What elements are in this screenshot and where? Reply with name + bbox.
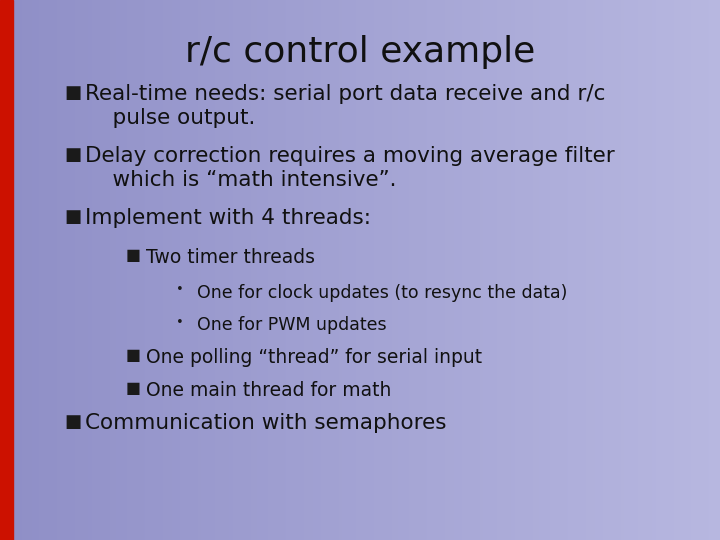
Text: Two timer threads: Two timer threads (146, 248, 315, 267)
Text: ■: ■ (126, 381, 141, 396)
Text: One for PWM updates: One for PWM updates (197, 316, 386, 334)
Text: ■: ■ (65, 208, 82, 226)
Text: ■: ■ (65, 413, 82, 431)
Text: Real-time needs: serial port data receive and r/c
    pulse output.: Real-time needs: serial port data receiv… (85, 84, 606, 127)
Text: •: • (176, 316, 184, 329)
Text: ■: ■ (126, 348, 141, 363)
Text: One for clock updates (to resync the data): One for clock updates (to resync the dat… (197, 284, 567, 301)
Text: One polling “thread” for serial input: One polling “thread” for serial input (146, 348, 482, 367)
Text: Implement with 4 threads:: Implement with 4 threads: (85, 208, 371, 228)
Text: Communication with semaphores: Communication with semaphores (85, 413, 446, 433)
Text: One main thread for math: One main thread for math (146, 381, 392, 400)
Text: •: • (176, 284, 184, 296)
Text: ■: ■ (126, 248, 141, 264)
Text: Delay correction requires a moving average filter
    which is “math intensive”.: Delay correction requires a moving avera… (85, 146, 615, 190)
Bar (0, 0, 13, 540)
Text: ■: ■ (65, 146, 82, 164)
Text: ■: ■ (65, 84, 82, 102)
Text: r/c control example: r/c control example (185, 35, 535, 69)
